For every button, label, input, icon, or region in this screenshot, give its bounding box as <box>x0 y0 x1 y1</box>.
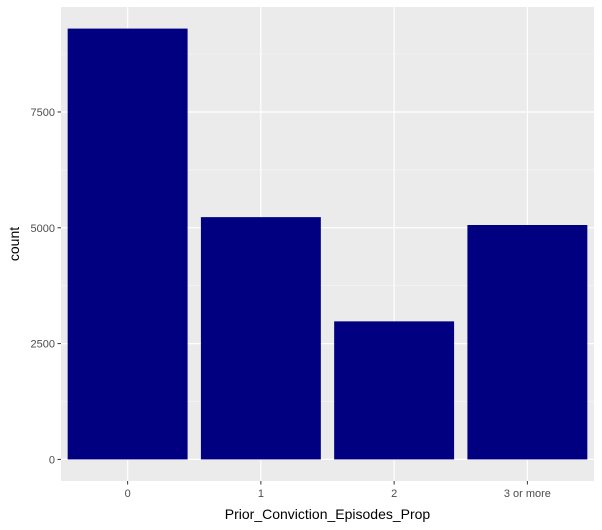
bar-1 <box>200 217 321 460</box>
y-tick-label: 2500 <box>31 339 55 351</box>
x-tick-label: 0 <box>125 488 131 500</box>
y-axis-title: count <box>6 227 22 261</box>
y-tick-label: 5000 <box>31 223 55 235</box>
x-axis: 0 1 2 3 or more <box>125 481 551 500</box>
x-tick-label: 2 <box>391 488 397 500</box>
y-tick-label: 7500 <box>31 107 55 119</box>
x-axis-title: Prior_Conviction_Episodes_Prop <box>225 506 431 522</box>
x-tick-label: 3 or more <box>504 488 551 500</box>
x-tick-label: 1 <box>258 488 264 500</box>
bar-0 <box>67 28 188 460</box>
y-tick-label: 0 <box>49 454 55 466</box>
bars <box>67 28 588 460</box>
y-axis: 0 2500 5000 7500 <box>31 107 61 466</box>
bar-2 <box>334 321 455 460</box>
bar-3-or-more <box>467 225 588 460</box>
